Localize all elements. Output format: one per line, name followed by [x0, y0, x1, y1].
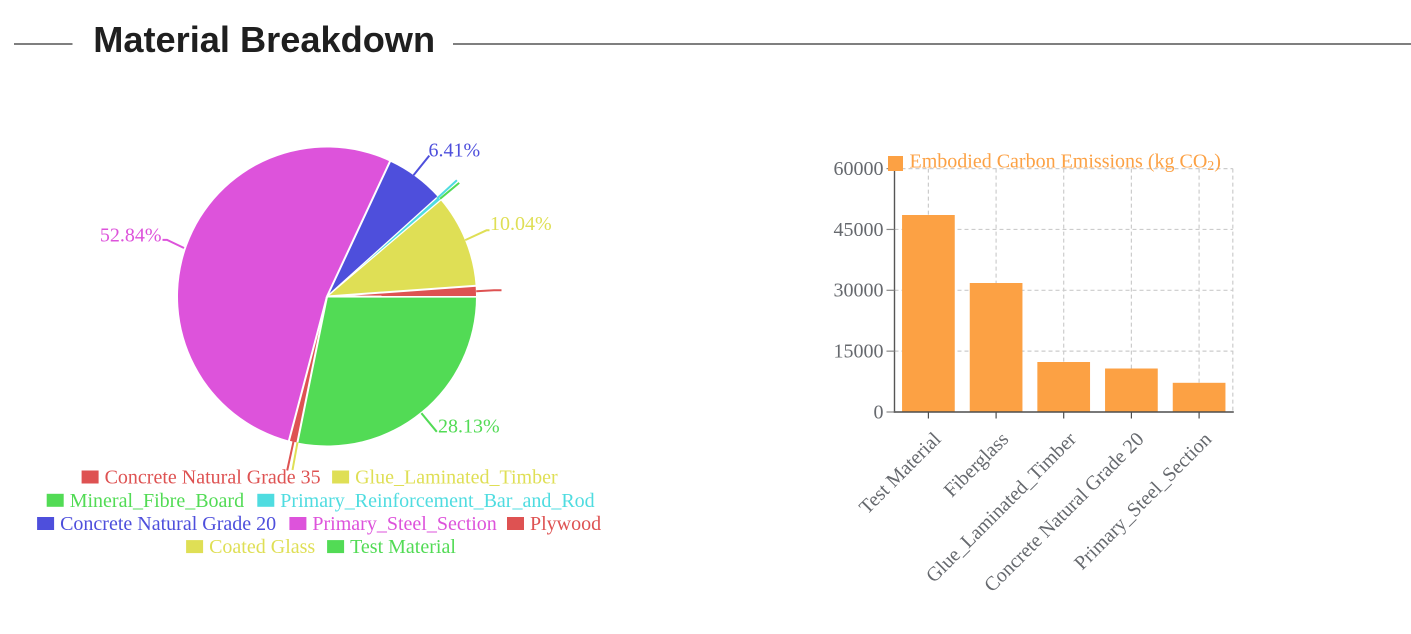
svg-text:52.84%: 52.84% [100, 224, 162, 246]
svg-text:28.13%: 28.13% [438, 416, 500, 438]
svg-text:10.04%: 10.04% [490, 213, 552, 235]
svg-text:15000: 15000 [834, 341, 884, 363]
svg-text:Material Breakdown: Material Breakdown [93, 19, 435, 60]
svg-text:60000: 60000 [834, 158, 884, 180]
svg-text:Glue_Laminated_Timber: Glue_Laminated_Timber [355, 467, 558, 489]
svg-text:Primary_Steel_Section: Primary_Steel_Section [1070, 428, 1216, 574]
svg-text:Test Material: Test Material [855, 428, 946, 519]
svg-text:0: 0 [874, 401, 884, 423]
svg-text:Primary_Reinforcement_Bar_and_: Primary_Reinforcement_Bar_and_Rod [280, 490, 594, 512]
svg-text:Coated Glass: Coated Glass [209, 536, 315, 558]
svg-text:Test Material: Test Material [350, 536, 456, 558]
svg-text:Mineral_Fibre_Board: Mineral_Fibre_Board [70, 490, 244, 512]
svg-text:Primary_Steel_Section: Primary_Steel_Section [312, 513, 496, 535]
svg-text:Concrete Natural Grade 35: Concrete Natural Grade 35 [105, 467, 321, 489]
svg-text:30000: 30000 [834, 280, 884, 302]
svg-text:Embodied Carbon Emissions (kg: Embodied Carbon Emissions (kg CO2) [910, 151, 1221, 175]
svg-text:45000: 45000 [834, 219, 884, 241]
svg-text:Concrete Natural Grade 20: Concrete Natural Grade 20 [60, 513, 276, 535]
svg-text:6.41%: 6.41% [429, 140, 481, 162]
svg-text:Plywood: Plywood [530, 513, 601, 535]
